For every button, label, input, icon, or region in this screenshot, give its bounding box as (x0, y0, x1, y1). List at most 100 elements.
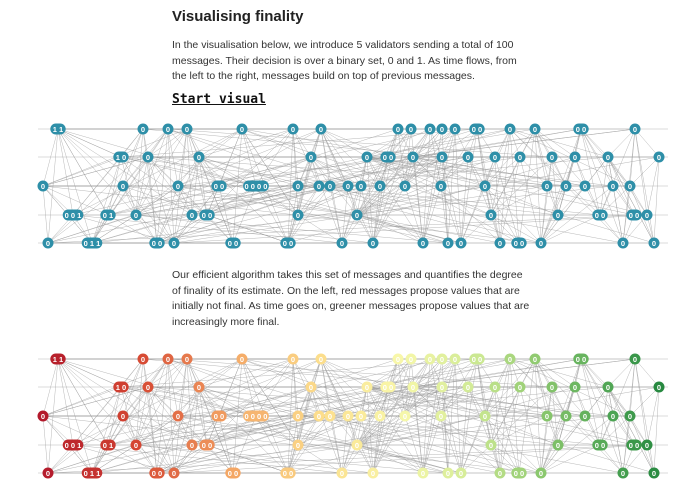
blue-message-node-shape (573, 123, 589, 135)
blue-edge (42, 156, 122, 187)
blue-message-node: 0 0 (469, 123, 485, 135)
finality-edge (218, 358, 322, 417)
finality-edge (557, 415, 586, 446)
blue-message-node-shape (305, 151, 317, 163)
finality-message-label: 0 (172, 469, 176, 478)
blue-message-label: 0 (296, 211, 300, 220)
blue-message-label: 0 0 (514, 239, 524, 248)
blue-message-node-shape (392, 123, 404, 135)
blue-message-label: 0 (46, 239, 50, 248)
finality-message-node: 0 0 (469, 353, 485, 365)
finality-edge (156, 386, 200, 474)
blue-edge (173, 156, 200, 244)
finality-message-label: 0 0 (629, 441, 639, 450)
blue-message-node-shape (485, 209, 497, 221)
blue-message-label: 0 (317, 182, 321, 191)
blue-edge (42, 185, 109, 216)
finality-edge (147, 386, 234, 474)
blue-message-node-shape (641, 209, 653, 221)
finality-message-node-shape (535, 467, 547, 479)
finality-message-label: 0 1 (103, 441, 113, 450)
finality-edge (404, 358, 443, 417)
blue-message-node-shape (117, 180, 129, 192)
finality-message-node-shape (560, 410, 572, 422)
finality-edge (135, 444, 374, 474)
finality-message-label: 0 (518, 383, 522, 392)
blue-message-node: 0 (292, 180, 304, 192)
finality-edge (255, 358, 294, 417)
finality-message-node-shape (137, 353, 149, 365)
blue-message-label: 0 (498, 239, 502, 248)
blue-edge (460, 214, 492, 244)
finality-message-node: 0 (392, 353, 404, 365)
blue-edge (173, 214, 648, 244)
blue-message-node-shape (529, 123, 541, 135)
blue-message-node: 0 (435, 180, 447, 192)
blue-message-node-shape (168, 237, 180, 249)
finality-edge (120, 386, 462, 474)
blue-message-label: 0 (545, 182, 549, 191)
blue-message-node: 0 (653, 151, 665, 163)
blue-edge (356, 128, 412, 216)
finality-edge (147, 386, 567, 417)
blue-message-node: 0 (407, 151, 419, 163)
finality-edge (356, 358, 456, 446)
finality-message-label: 0 (564, 412, 568, 421)
finality-message-node-shape (292, 410, 304, 422)
blue-message-node: 0 (624, 180, 636, 192)
blue-edge (120, 156, 462, 244)
finality-message-node-shape (617, 467, 629, 479)
finality-edge (599, 415, 631, 446)
finality-edge (135, 358, 169, 446)
finality-edge (412, 386, 648, 446)
finality-message-node: 0 (514, 381, 526, 393)
finality-message-label: 0 (545, 412, 549, 421)
finality-edge (173, 386, 200, 474)
blue-message-label: 0 0 (228, 239, 238, 248)
blue-message-label: 0 (621, 239, 625, 248)
blue-message-node: 0 (449, 123, 461, 135)
blue-edge (206, 128, 511, 216)
finality-message-node: 0 (436, 381, 448, 393)
finality-message-node-shape (117, 410, 129, 422)
blue-message-node: 0 0 (149, 237, 165, 249)
finality-message-node: 0 (489, 381, 501, 393)
blue-edge (366, 156, 614, 187)
finality-message-node-shape (624, 410, 636, 422)
finality-message-node-shape (305, 381, 317, 393)
finality-edge (540, 386, 609, 474)
blue-message-label: 0 (459, 239, 463, 248)
intro-paragraph-container: In the visualisation below, we introduce… (172, 38, 532, 85)
finality-message-node: 0 (117, 410, 129, 422)
blue-message-node-shape (243, 180, 269, 192)
finality-message-node: 0 0 (626, 439, 642, 451)
finality-message-node: 0 (42, 467, 54, 479)
blue-message-label: 0 (41, 182, 45, 191)
finality-message-label: 0 (317, 412, 321, 421)
finality-edge (173, 444, 648, 474)
finality-edge (634, 358, 655, 474)
finality-message-node-shape (199, 439, 215, 451)
finality-edge (218, 415, 234, 474)
blue-edge (191, 185, 349, 216)
finality-edge (107, 358, 188, 446)
finality-message-node: 0 (342, 410, 354, 422)
finality-edge (534, 358, 576, 388)
start-visual-link[interactable]: Start visual (172, 92, 266, 107)
blue-message-node: 0 (367, 237, 379, 249)
finality-message-label: 1 1 (53, 355, 63, 364)
blue-message-node: 0 (342, 180, 354, 192)
blue-edge (156, 156, 414, 244)
finality-edge (440, 386, 469, 417)
blue-message-node-shape (142, 151, 154, 163)
finality-edge (167, 358, 220, 417)
blue-message-node-shape (407, 151, 419, 163)
blue-edge (320, 128, 368, 158)
finality-message-node: 0 (494, 467, 506, 479)
blue-message-node-shape (607, 180, 619, 192)
finality-edge (534, 358, 559, 446)
blue-message-node: 0 0 (225, 237, 241, 249)
blue-message-node-shape (435, 180, 447, 192)
finality-message-label: 0 (328, 412, 332, 421)
blue-message-node-shape (541, 180, 553, 192)
